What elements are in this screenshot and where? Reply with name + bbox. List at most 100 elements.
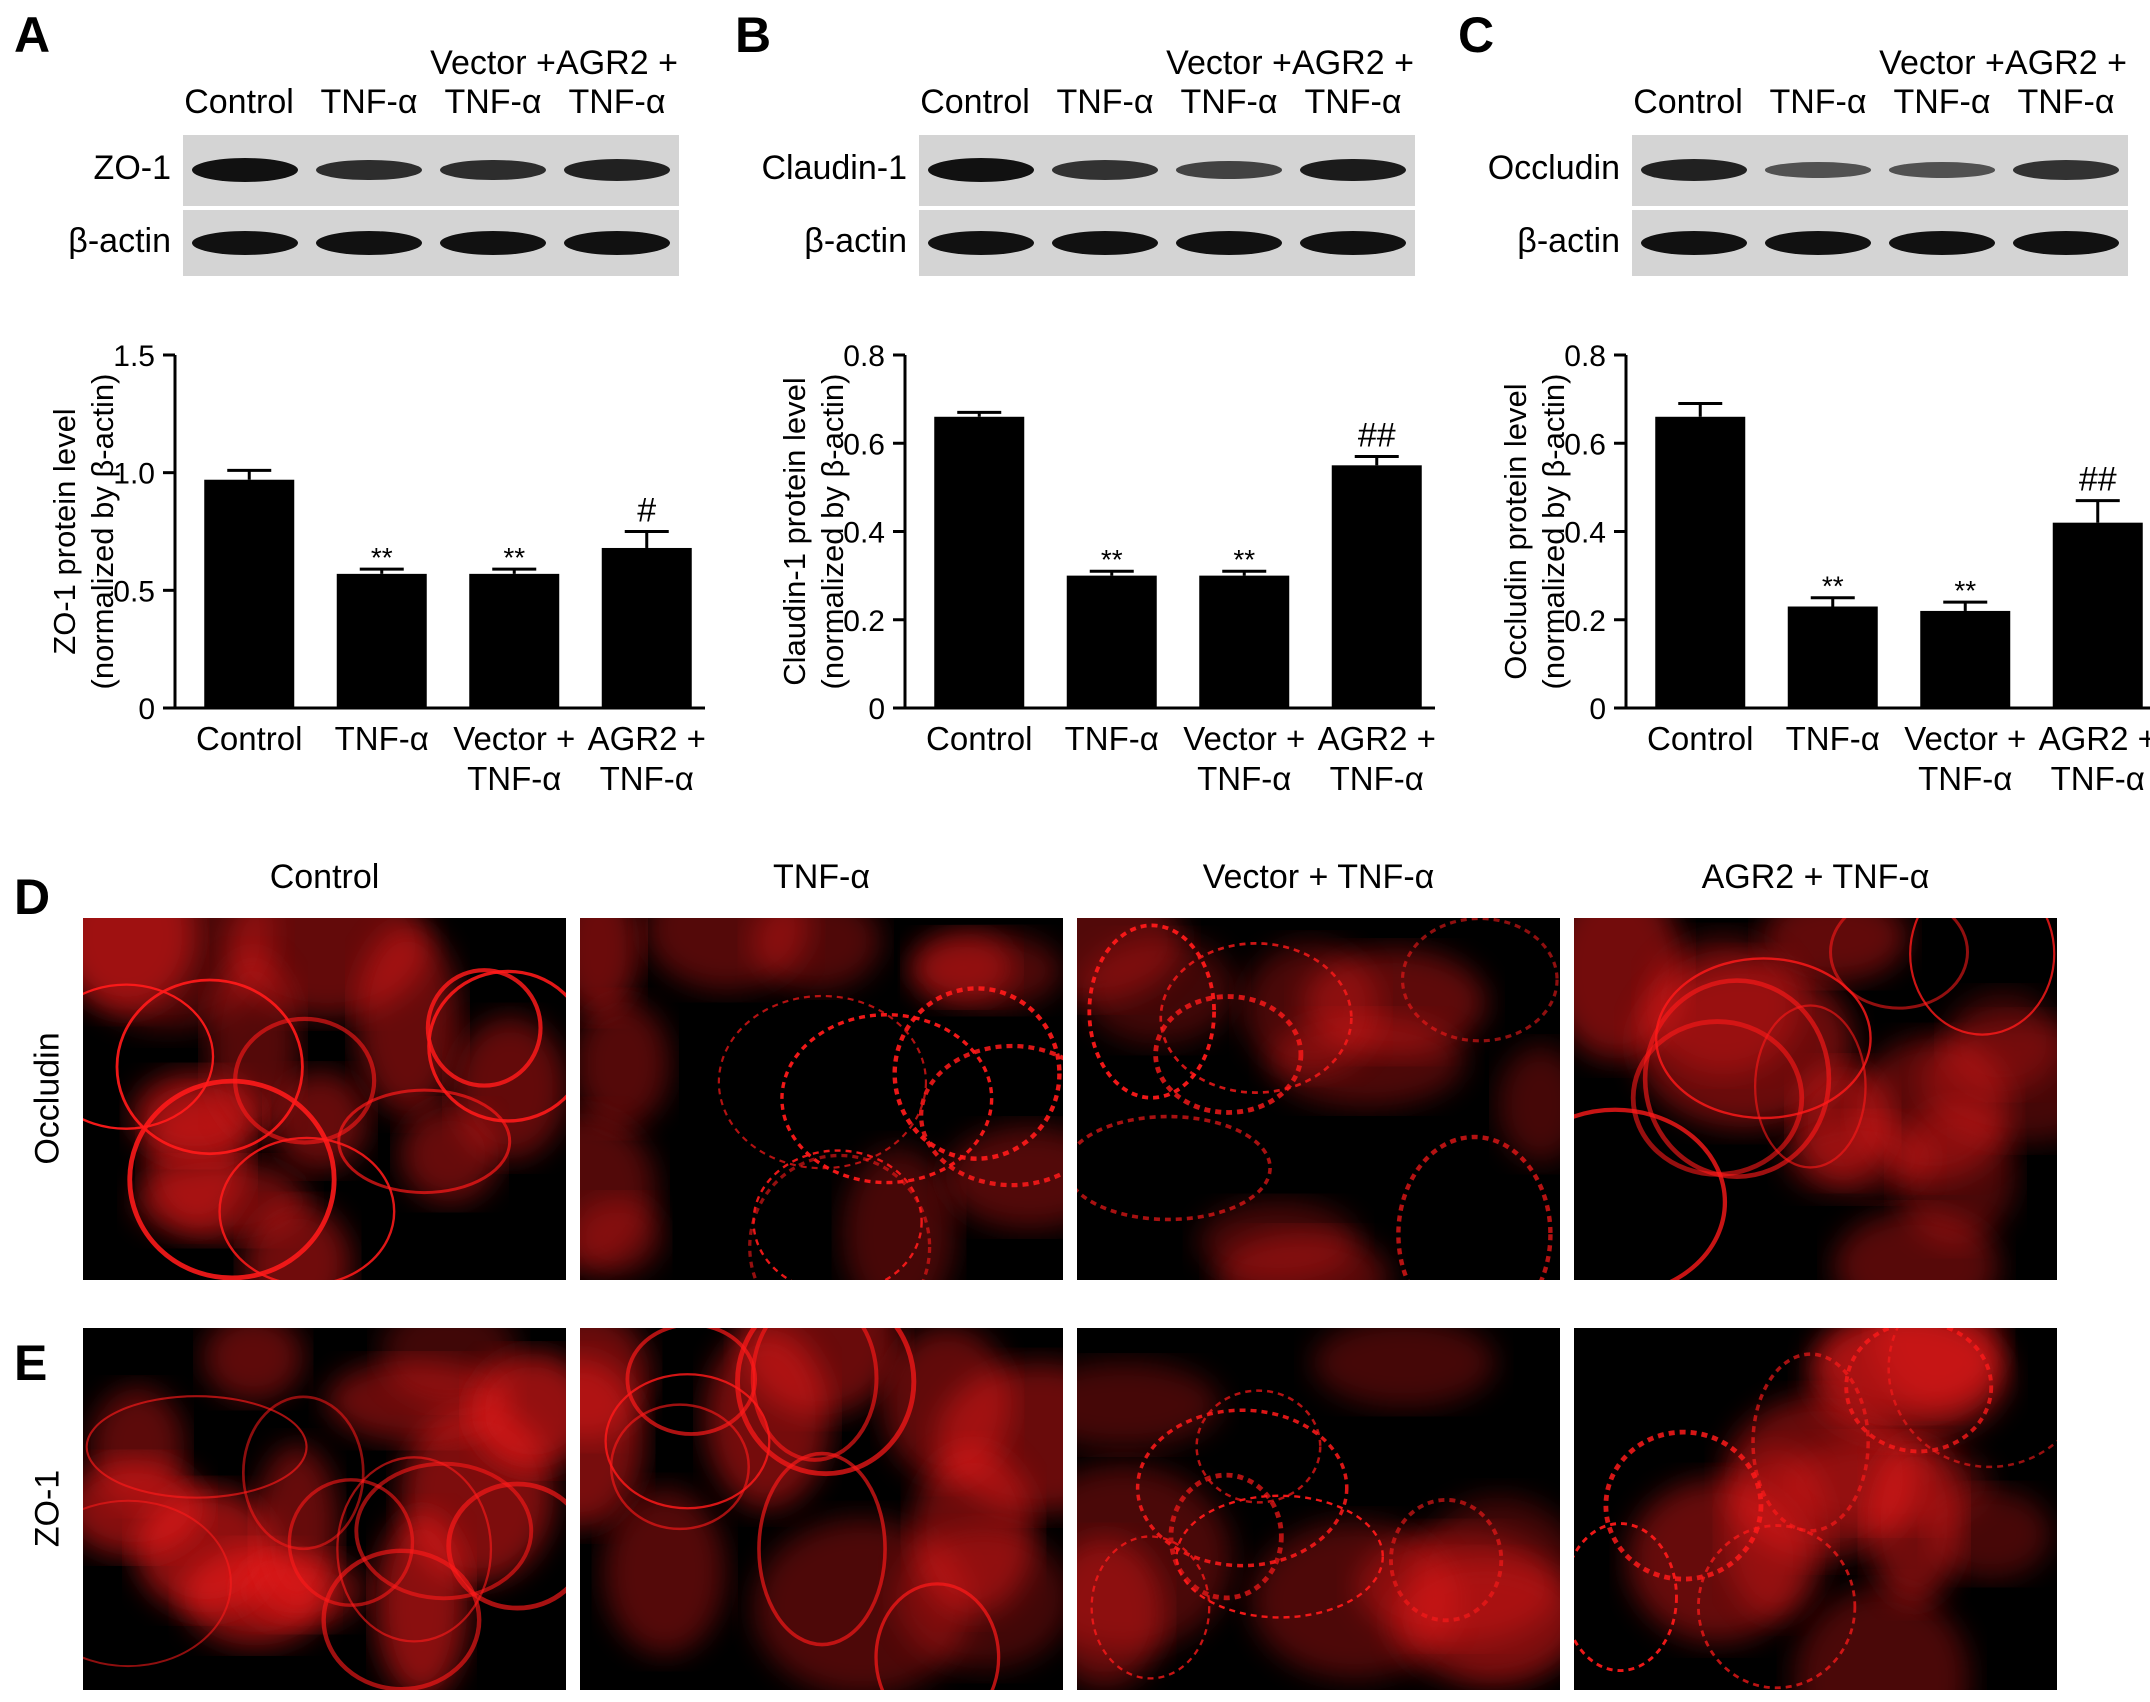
bar	[469, 573, 560, 708]
blot-band	[1052, 231, 1158, 255]
bar	[336, 573, 427, 708]
y-tick-label: 0.5	[113, 575, 155, 608]
y-axis-label: Occludin protein level	[1498, 383, 1533, 679]
fluorescence-image	[580, 918, 1063, 1280]
y-tick-label: 0.8	[843, 340, 885, 373]
blot-band	[928, 231, 1034, 255]
blot-band	[1765, 231, 1871, 255]
bar	[1655, 416, 1746, 708]
significance-mark: **	[1822, 571, 1844, 602]
y-axis-label: ZO-1 protein level	[47, 408, 82, 654]
category-label: AGR2 +	[588, 720, 706, 757]
y-tick-label: 0	[138, 693, 155, 726]
y-tick-label: 0.6	[1564, 428, 1606, 461]
category-label: TNF-α	[1330, 760, 1424, 797]
category-label: TNF-α	[1197, 760, 1291, 797]
blot-band	[1889, 162, 1995, 178]
fluorescence-image	[580, 1328, 1063, 1690]
lane-label-line2: Control	[184, 83, 294, 122]
lane-label-line2: TNF-α	[568, 83, 666, 122]
blot-band	[316, 231, 422, 255]
significance-mark: ##	[1358, 416, 1396, 454]
cell-membrane-stain	[580, 918, 1063, 1280]
microscopy-row-label: Occludin	[28, 1032, 67, 1165]
panel-letter-b: B	[735, 7, 772, 63]
blot-band	[192, 158, 298, 182]
lane-label-line2: Control	[1633, 83, 1743, 122]
category-label: AGR2 +	[1318, 720, 1436, 757]
lane-label-line1: AGR2 +	[556, 44, 678, 82]
blot-row-label: β-actin	[1517, 222, 1620, 260]
cell-membrane-stain	[1077, 1328, 1560, 1688]
lane-label-line2: TNF-α	[444, 83, 542, 122]
blot-row-label: ZO-1	[93, 149, 171, 187]
fluorescence-image	[83, 918, 566, 1280]
lane-label-line1: Vector +	[1879, 44, 2005, 82]
bar	[1199, 575, 1290, 708]
blot-band	[1641, 231, 1747, 255]
bar	[1920, 610, 2011, 708]
y-tick-label: 0	[868, 693, 885, 726]
panel-letter-e: E	[14, 1335, 48, 1391]
blot-band	[1889, 231, 1995, 255]
lane-label: Control	[1633, 44, 1743, 122]
y-tick-label: 0.4	[1564, 517, 1606, 550]
category-label: TNF-α	[1918, 760, 2012, 797]
significance-mark: ##	[2079, 461, 2117, 499]
microscopy-column-title: Vector + TNF-α	[1202, 858, 1435, 896]
category-label: TNF-α	[1786, 720, 1880, 757]
y-axis-label: Claudin-1 protein level	[777, 377, 812, 685]
cell-membrane-stain	[1574, 1328, 2057, 1690]
blot-band	[440, 159, 546, 181]
significance-mark: **	[1954, 575, 1976, 606]
lane-label: Control	[920, 44, 1030, 122]
bar	[1066, 575, 1157, 708]
lane-label: TNF-α	[320, 44, 417, 122]
fluorescence-image	[1077, 918, 1560, 1280]
bar	[2052, 522, 2143, 708]
bar-charts: 0 0.5 1.0 1.5 ZO-1 protein level (normalized …	[47, 340, 2150, 797]
lane-label-line1: Vector +	[430, 44, 556, 82]
microscopy-row-label: ZO-1	[28, 1469, 67, 1548]
blot-row-label: β-actin	[68, 222, 171, 260]
microscopy-column-title: AGR2 + TNF-α	[1701, 858, 1930, 896]
lane-label: Vector + TNF-α	[1879, 44, 2005, 122]
category-label: TNF-α	[335, 720, 429, 757]
blot-band	[1300, 231, 1406, 255]
significance-mark: **	[503, 542, 525, 573]
blot-band	[1176, 161, 1282, 179]
lane-label-line2: TNF-α	[320, 83, 418, 122]
lane-label: AGR2 + TNF-α	[2005, 44, 2127, 122]
lane-label: AGR2 + TNF-α	[1292, 44, 1414, 122]
lane-label-line1: AGR2 +	[2005, 44, 2127, 82]
blot-band	[2013, 160, 2119, 180]
y-tick-label: 1.0	[113, 458, 155, 491]
lane-label-line2: TNF-α	[1180, 83, 1278, 122]
panel-letter-a: A	[14, 7, 51, 63]
blot-band	[1641, 159, 1747, 181]
category-label: TNF-α	[2051, 760, 2145, 797]
category-label: Control	[1647, 720, 1753, 757]
y-axis-label-sub: (normalized by β-actin)	[85, 374, 120, 690]
lane-label: Control	[184, 44, 294, 122]
y-tick-label: 0.8	[1564, 340, 1606, 373]
microscopy-column-title: Control	[269, 858, 380, 896]
category-label: TNF-α	[467, 760, 561, 797]
cell-membrane-stain	[580, 1328, 1063, 1690]
lane-label-line2: TNF-α	[1769, 83, 1867, 122]
lane-label-line1: Vector +	[1166, 44, 1292, 82]
y-tick-label: 0.6	[843, 428, 885, 461]
category-label: TNF-α	[600, 760, 694, 797]
lane-label: TNF-α	[1769, 44, 1866, 122]
blot-band	[192, 231, 298, 255]
blot-row-label: Occludin	[1487, 149, 1620, 187]
y-tick-label: 0.2	[843, 605, 885, 638]
fluorescence-image	[83, 1328, 566, 1690]
category-label: Vector +	[1904, 720, 2026, 757]
lane-label: Vector + TNF-α	[430, 44, 556, 122]
blot-band	[928, 158, 1034, 182]
y-tick-label: 1.5	[113, 340, 155, 373]
bar	[1331, 465, 1422, 708]
blot-band	[564, 231, 670, 255]
significance-mark: #	[637, 492, 656, 530]
